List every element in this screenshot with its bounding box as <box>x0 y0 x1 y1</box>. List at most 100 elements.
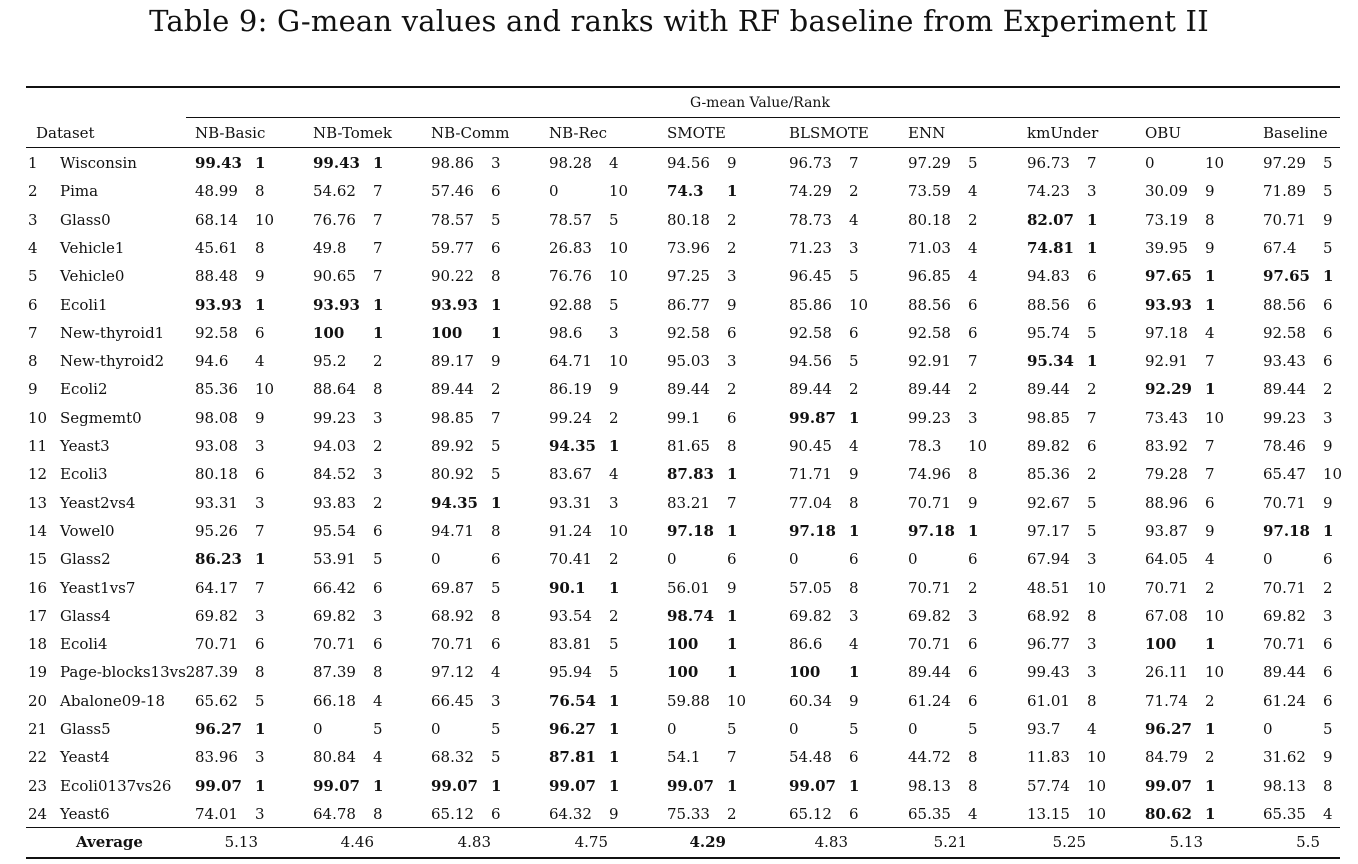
rank-value: 8 <box>1087 606 1097 625</box>
gmean-value: 97.29 <box>908 154 951 172</box>
table-row: 16 Yeast1vs7 64.17 7 66.42 6 69.87 5 90.1 1 56.01 9… <box>0 579 1358 607</box>
gmean-value: 85.36 <box>195 380 238 399</box>
gmean-value: 97.12 <box>431 663 474 682</box>
gmean-value: 71.74 <box>1145 691 1188 710</box>
rank-value: 10 <box>609 521 629 540</box>
rank-value: 6 <box>491 182 501 201</box>
rank-value: 7 <box>968 352 978 371</box>
rank-value: 1 <box>255 154 266 172</box>
table-row: 21 Glass5 96.27 1 0 5 0 5 96.27 1 0 5 0 5 0 5 93.7 4 96.27… <box>0 720 1358 748</box>
rank-value: 5 <box>491 437 501 455</box>
gmean-value: 93.87 <box>1145 521 1188 540</box>
rank-value: 5 <box>491 578 501 597</box>
row-index: 11 <box>28 437 48 455</box>
rank-value: 2 <box>1205 578 1215 597</box>
gmean-value: 57.74 <box>1027 776 1070 795</box>
gmean-value: 76.76 <box>313 210 356 229</box>
dataset-name: Yeast2vs4 <box>60 493 136 512</box>
gmean-value: 70.71 <box>195 635 238 654</box>
gmean-value: 0 <box>1263 720 1273 738</box>
rank-value: 1 <box>727 606 738 625</box>
gmean-value: 93.54 <box>549 606 592 625</box>
gmean-value: 97.29 <box>1263 154 1306 172</box>
gmean-value: 98.86 <box>431 154 474 172</box>
gmean-value: 66.45 <box>431 691 474 710</box>
gmean-value: 99.1 <box>667 408 701 427</box>
gmean-value: 57.05 <box>789 578 832 597</box>
gmean-value: 93.31 <box>549 493 592 512</box>
gmean-value: 60.34 <box>789 691 832 710</box>
rank-value: 1 <box>609 748 620 767</box>
gmean-value: 73.19 <box>1145 210 1188 229</box>
rank-value: 2 <box>609 550 619 569</box>
rank-value: 7 <box>373 182 383 201</box>
rank-value: 10 <box>1205 663 1225 682</box>
rank-value: 10 <box>1205 606 1225 625</box>
rank-value: 10 <box>1205 408 1225 427</box>
rank-value: 10 <box>1087 804 1107 823</box>
gmean-value: 71.23 <box>789 238 832 257</box>
rank-value: 2 <box>849 182 859 201</box>
rank-value: 4 <box>1087 720 1097 738</box>
gmean-value: 67.4 <box>1263 238 1297 257</box>
gmean-value: 61.01 <box>1027 691 1070 710</box>
rank-value: 7 <box>1205 437 1215 455</box>
rank-value: 6 <box>373 578 383 597</box>
gmean-value: 83.81 <box>549 635 592 654</box>
rank-value: 8 <box>1323 776 1333 795</box>
gmean-value: 94.71 <box>431 521 474 540</box>
rank-value: 5 <box>609 635 619 654</box>
rank-value: 7 <box>255 521 265 540</box>
rank-value: 3 <box>849 606 859 625</box>
gmean-value: 83.67 <box>549 465 592 484</box>
row-index: 3 <box>28 210 38 229</box>
rank-value: 1 <box>1205 295 1216 314</box>
gmean-value: 61.24 <box>908 691 951 710</box>
gmean-value: 65.62 <box>195 691 238 710</box>
gmean-value: 78.57 <box>431 210 474 229</box>
gmean-value: 88.56 <box>1027 295 1070 314</box>
rank-value: 3 <box>255 804 265 823</box>
gmean-value: 84.79 <box>1145 748 1188 767</box>
gmean-value: 100 <box>667 663 699 682</box>
gmean-value: 65.35 <box>908 804 951 823</box>
gmean-value: 65.47 <box>1263 465 1306 484</box>
row-index: 14 <box>28 521 48 540</box>
dataset-name: Glass4 <box>60 606 111 625</box>
gmean-value: 98.28 <box>549 154 592 172</box>
rank-value: 5 <box>491 465 501 484</box>
gmean-value: 31.62 <box>1263 748 1306 767</box>
gmean-value: 45.61 <box>195 238 238 257</box>
gmean-value: 93.93 <box>313 295 360 314</box>
rank-value: 1 <box>491 323 502 342</box>
rank-value: 4 <box>373 748 383 767</box>
rank-value: 5 <box>849 267 859 286</box>
gmean-value: 90.45 <box>789 437 832 455</box>
average-rank: 4.29 <box>689 833 726 851</box>
rank-value: 5 <box>968 154 978 172</box>
rank-value: 3 <box>968 408 978 427</box>
rank-value: 1 <box>491 493 502 512</box>
gmean-value: 92.58 <box>1263 323 1306 342</box>
column-header: SMOTE <box>667 124 726 142</box>
rank-value: 9 <box>849 465 859 484</box>
rank-value: 4 <box>609 154 619 172</box>
dataset-name: Pima <box>60 182 99 201</box>
rank-value: 5 <box>1323 720 1333 738</box>
dataset-name: Yeast1vs7 <box>60 578 136 597</box>
rank-value: 9 <box>1323 437 1333 455</box>
rank-value: 10 <box>609 238 629 257</box>
row-index: 2 <box>28 182 38 201</box>
gmean-value: 70.71 <box>908 578 951 597</box>
dataset-name: Ecoli4 <box>60 635 108 654</box>
rank-value: 1 <box>255 295 266 314</box>
rank-value: 1 <box>373 154 384 172</box>
rank-value: 2 <box>968 578 978 597</box>
gmean-value: 59.77 <box>431 238 474 257</box>
rank-value: 3 <box>1087 635 1097 654</box>
rank-value: 7 <box>1205 352 1215 371</box>
gmean-value: 48.99 <box>195 182 238 201</box>
gmean-value: 13.15 <box>1027 804 1070 823</box>
rank-value: 7 <box>373 267 383 286</box>
gmean-value: 98.13 <box>908 776 951 795</box>
